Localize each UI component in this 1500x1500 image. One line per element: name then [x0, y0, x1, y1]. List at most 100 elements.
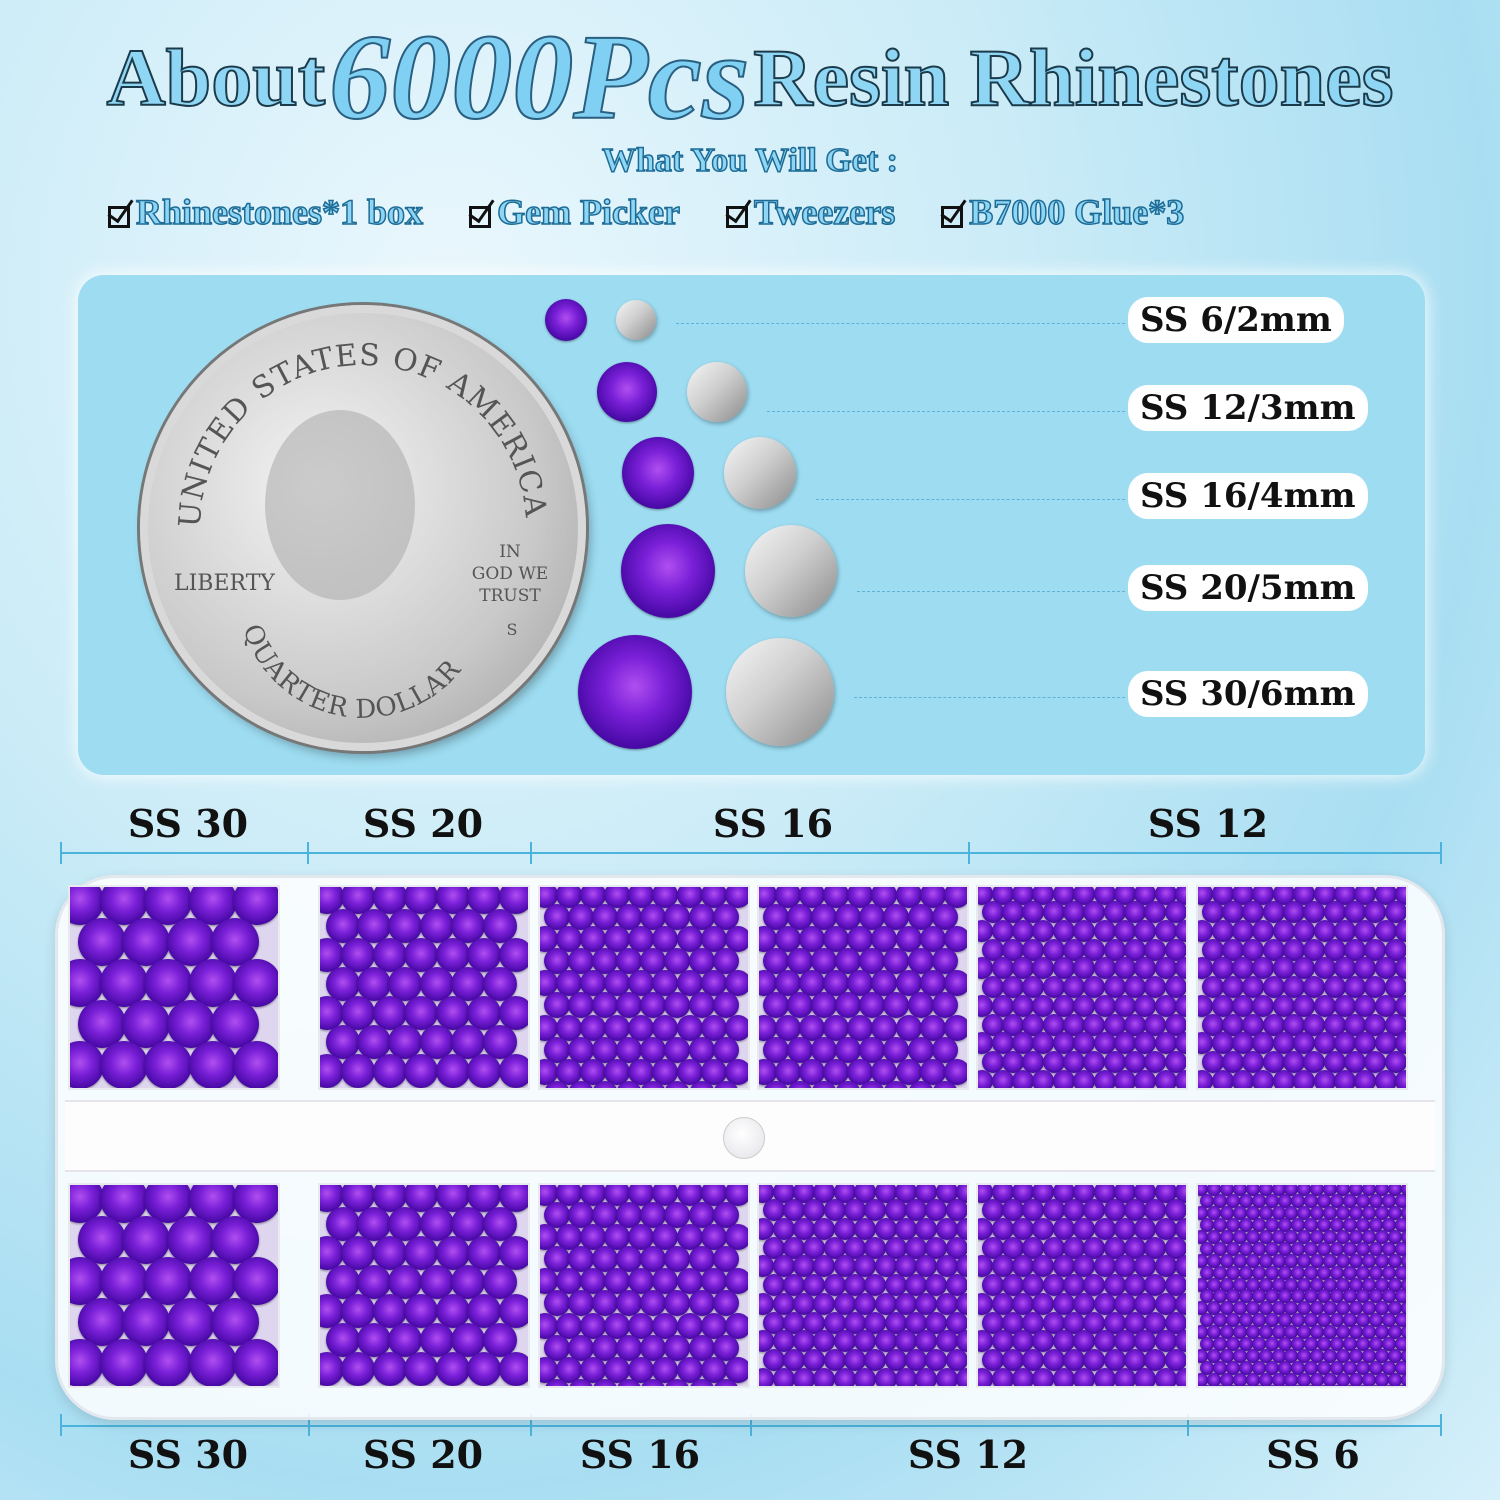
rhinestone — [1290, 1241, 1305, 1256]
rhinestone — [640, 1201, 667, 1228]
rhinestone — [1012, 887, 1035, 905]
rhinestone — [884, 1311, 907, 1334]
rhinestone — [1103, 938, 1126, 961]
rhinestone — [782, 1199, 805, 1222]
rhinestone — [1124, 1274, 1147, 1297]
rhinestone — [1394, 1217, 1406, 1232]
rhinestone — [540, 887, 559, 908]
rhinestone — [1381, 1384, 1396, 1386]
rhinestone — [1329, 1337, 1344, 1352]
rhinestone — [772, 1367, 795, 1386]
rhinestone — [1174, 957, 1186, 980]
rhinestone — [1374, 920, 1397, 943]
rhinestone — [1336, 1185, 1351, 1197]
rhinestone — [775, 1058, 802, 1085]
rhinestone — [540, 1312, 559, 1339]
rhinestone — [604, 1268, 631, 1295]
rhinestone — [1342, 1194, 1357, 1209]
rhinestone — [1052, 1255, 1075, 1278]
rhinestone — [1164, 938, 1186, 961]
rhinestone — [1252, 1337, 1267, 1352]
rhinestone — [700, 970, 727, 997]
rhinestone — [1113, 1185, 1136, 1203]
rhinestone — [1032, 1185, 1055, 1203]
rhinestone — [1232, 1229, 1247, 1244]
rhinestone — [894, 1218, 917, 1241]
rhinestone — [1297, 1229, 1312, 1244]
rhinestone — [580, 1224, 607, 1251]
rhinestone — [915, 1185, 938, 1203]
rhinestone — [1323, 1229, 1338, 1244]
rhinestone — [1336, 1372, 1351, 1386]
rhinestone — [871, 970, 898, 997]
rhinestone — [1297, 1277, 1312, 1292]
rhinestone — [991, 887, 1014, 905]
rhinestone — [1211, 920, 1234, 943]
rhinestone — [874, 1218, 897, 1241]
rhinestone — [540, 926, 559, 953]
rhinestone — [1394, 1313, 1406, 1328]
rhinestone — [1083, 1349, 1106, 1372]
rhinestone — [1242, 1013, 1265, 1036]
rhinestone — [664, 1290, 691, 1317]
rhinestone — [676, 1312, 703, 1339]
rhinestone — [864, 1236, 887, 1259]
headline-count: 6000Pcs — [328, 10, 750, 145]
rhinestone — [935, 1330, 958, 1353]
rhinestone — [211, 1216, 259, 1265]
rhinestone — [419, 909, 454, 944]
rhinestone — [843, 1236, 866, 1259]
rhinestone — [1310, 1277, 1325, 1292]
rhinestone — [700, 1058, 727, 1085]
rhinestone — [1323, 1325, 1338, 1340]
rhinestone — [1124, 1236, 1147, 1259]
rhinestone — [341, 1236, 376, 1271]
rhinestone — [1124, 1013, 1147, 1036]
rhinestone — [1124, 938, 1147, 961]
rhinestone — [1277, 1337, 1292, 1352]
rhinestone — [1093, 1292, 1116, 1315]
rhinestone — [592, 1246, 619, 1273]
rhinestone — [1329, 1241, 1344, 1256]
rhinestone — [1401, 1348, 1406, 1363]
rhinestone — [1198, 1069, 1214, 1088]
rhinestone — [1093, 1255, 1116, 1278]
top-dimension-line — [60, 852, 1442, 854]
rhinestone — [404, 1236, 439, 1271]
rhinestone — [1232, 1069, 1255, 1088]
rhinestone — [451, 967, 486, 1001]
rhinestone — [1271, 1277, 1286, 1292]
rhinestone — [1258, 1325, 1273, 1340]
rhinestone — [915, 1218, 938, 1241]
rhinestone — [1174, 1032, 1186, 1055]
rhinestone — [1093, 994, 1116, 1017]
rhinestone — [1368, 1241, 1383, 1256]
rhinestone — [1113, 920, 1136, 943]
rhinestone — [991, 1069, 1014, 1088]
rhinestone — [1206, 1277, 1221, 1292]
coin-mint: S — [507, 620, 518, 639]
rhinestone — [211, 918, 259, 967]
rhinestone — [1042, 1013, 1065, 1036]
rhinestone — [700, 887, 727, 908]
bottom-size-label: SS 6 — [1266, 1432, 1360, 1477]
rhinestone — [1323, 1277, 1338, 1292]
rhinestone — [664, 903, 691, 930]
rhinestone — [568, 948, 595, 975]
rhinestone — [1354, 994, 1377, 1017]
rhinestone — [945, 1274, 967, 1297]
rhinestone — [1062, 1199, 1085, 1222]
rhinestone — [1388, 1185, 1403, 1197]
rhinestone — [919, 887, 946, 908]
rhinestone — [907, 903, 934, 930]
rhinestone — [592, 1290, 619, 1317]
rhinestone — [1375, 1185, 1390, 1197]
rhinestone — [1303, 1289, 1318, 1304]
rhinestone — [652, 1224, 679, 1251]
rhinestone — [1032, 994, 1055, 1017]
rhinestone — [640, 1246, 667, 1273]
rhinestone — [1303, 1051, 1326, 1074]
rhinestone — [640, 1334, 667, 1361]
rhinestone — [1262, 976, 1285, 999]
rhinestone — [1284, 1206, 1299, 1221]
